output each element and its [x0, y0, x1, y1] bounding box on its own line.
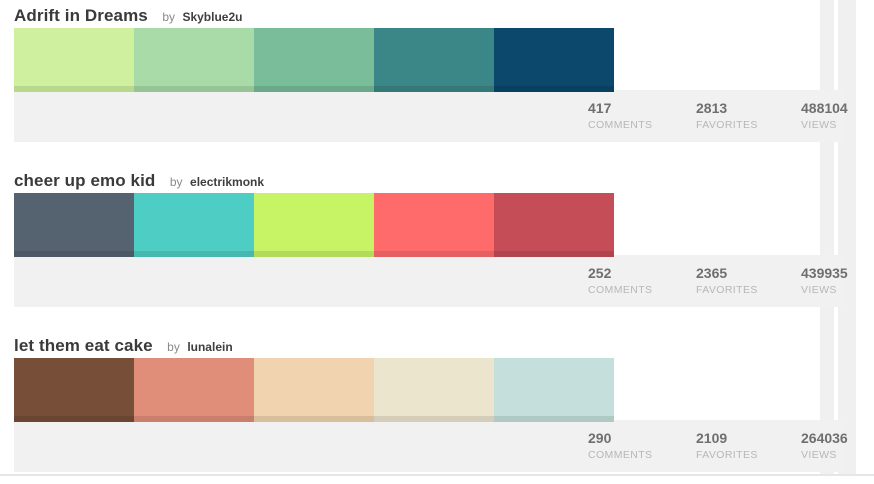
- palette-card[interactable]: Adrift in Dreams by Skyblue2u 417 COMMEN…: [14, 0, 860, 150]
- color-swatch[interactable]: [494, 358, 614, 422]
- by-label: by: [169, 175, 183, 189]
- bottom-divider: [0, 474, 874, 476]
- views-stat: 439935 VIEWS: [801, 265, 848, 297]
- views-count: 264036: [801, 430, 848, 446]
- palette-card[interactable]: let them eat cake by lunalein 290 COMMEN…: [14, 330, 860, 480]
- comments-stat: 290 COMMENTS: [588, 430, 652, 462]
- color-swatch[interactable]: [254, 193, 374, 257]
- palette-stats-band: [14, 420, 844, 472]
- palette-stats-band: [14, 255, 844, 307]
- palette-swatches[interactable]: [14, 358, 614, 422]
- comments-label: COMMENTS: [588, 449, 653, 461]
- palette-swatches[interactable]: [14, 193, 614, 257]
- palette-swatches[interactable]: [14, 28, 614, 92]
- color-swatch[interactable]: [14, 358, 134, 422]
- favorites-count: 2109: [696, 430, 728, 446]
- color-swatch[interactable]: [374, 358, 494, 422]
- palette-title[interactable]: cheer up emo kid: [14, 171, 156, 190]
- palette-header: cheer up emo kid by electrikmonk: [14, 171, 264, 191]
- comments-label: COMMENTS: [588, 284, 653, 296]
- palette-header: let them eat cake by lunalein: [14, 336, 233, 356]
- favorites-label: FAVORITES: [696, 119, 758, 131]
- views-label: VIEWS: [801, 449, 837, 461]
- palette-header: Adrift in Dreams by Skyblue2u: [14, 6, 242, 26]
- favorites-label: FAVORITES: [696, 284, 758, 296]
- palette-author[interactable]: Skyblue2u: [182, 10, 243, 24]
- color-swatch[interactable]: [494, 193, 614, 257]
- palette-title[interactable]: Adrift in Dreams: [14, 6, 148, 25]
- favorites-stat: 2813 FAVORITES: [696, 100, 758, 132]
- favorites-stat: 2365 FAVORITES: [696, 265, 758, 297]
- comments-stat: 252 COMMENTS: [588, 265, 652, 297]
- by-label: by: [167, 340, 180, 354]
- palette-author[interactable]: lunalein: [187, 340, 233, 354]
- comments-count: 252: [588, 265, 612, 281]
- palette-author[interactable]: electrikmonk: [190, 175, 265, 189]
- palette-title[interactable]: let them eat cake: [14, 336, 153, 355]
- palette-card[interactable]: cheer up emo kid by electrikmonk 252 COM…: [14, 165, 860, 315]
- comments-count: 290: [588, 430, 612, 446]
- color-swatch[interactable]: [134, 193, 254, 257]
- comments-stat: 417 COMMENTS: [588, 100, 652, 132]
- views-count: 439935: [801, 265, 848, 281]
- favorites-count: 2365: [696, 265, 728, 281]
- color-swatch[interactable]: [134, 28, 254, 92]
- color-swatch[interactable]: [374, 193, 494, 257]
- color-swatch[interactable]: [14, 28, 134, 92]
- color-swatch[interactable]: [254, 358, 374, 422]
- views-count: 488104: [801, 100, 848, 116]
- views-stat: 488104 VIEWS: [801, 100, 848, 132]
- favorites-label: FAVORITES: [696, 449, 758, 461]
- color-swatch[interactable]: [494, 28, 614, 92]
- favorites-stat: 2109 FAVORITES: [696, 430, 758, 462]
- views-stat: 264036 VIEWS: [801, 430, 848, 462]
- color-swatch[interactable]: [14, 193, 134, 257]
- color-swatch[interactable]: [134, 358, 254, 422]
- views-label: VIEWS: [801, 119, 837, 131]
- comments-count: 417: [588, 100, 612, 116]
- favorites-count: 2813: [696, 100, 728, 116]
- by-label: by: [162, 10, 175, 24]
- color-swatch[interactable]: [254, 28, 374, 92]
- views-label: VIEWS: [801, 284, 837, 296]
- palette-stats-band: [14, 90, 844, 142]
- color-swatch[interactable]: [374, 28, 494, 92]
- comments-label: COMMENTS: [588, 119, 653, 131]
